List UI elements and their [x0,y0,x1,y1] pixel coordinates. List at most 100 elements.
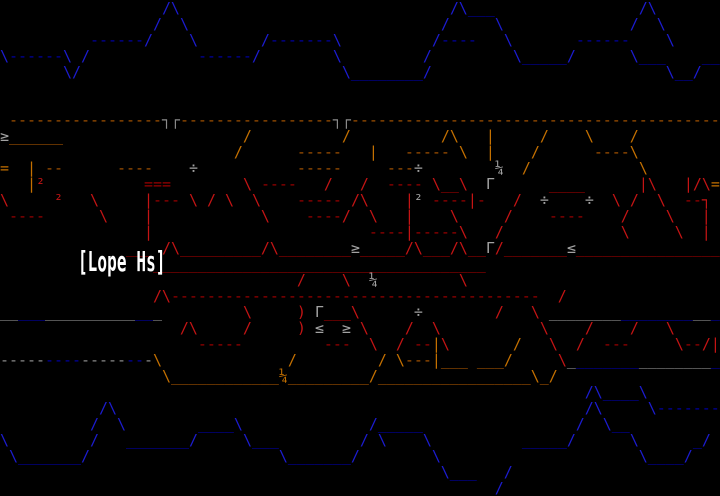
art-run-bb: \ [638,447,648,465]
art-run-rb: \ [368,207,378,225]
art-run-bb: \ [332,31,342,49]
art-run-ob: | [27,159,36,177]
art-run-gy: Γ [485,239,495,257]
art-run-rb: | [701,223,711,241]
art-run-bb: / [692,63,702,81]
art-run-bb: \ [665,31,675,49]
art-run-ob: / [341,127,351,145]
art-run-rb: \ [98,207,108,225]
art-run-rb: \ [620,223,630,241]
art-run-rd: ----------------------------------------… [170,287,540,305]
art-run-rd: ---- [260,175,297,193]
art-run-od: ----------------- [9,111,162,129]
art-run-rb: / [404,319,414,337]
art-run-rd: ___ [323,303,351,321]
art-run-bd: _______ [287,447,351,465]
art-run-bd: _____ [521,431,567,449]
art-row: \___ / [0,464,720,480]
art-run-ob: / [287,351,297,369]
art-run-rb: \ [665,319,675,337]
art-run-bb: / [89,431,99,449]
art-run-rb: \ [242,175,252,193]
art-run-rb: | [404,191,414,209]
art-run-rb: /\ [152,287,171,305]
art-run-bb: \ [0,47,9,65]
art-run-gy: ≤ [566,239,576,257]
art-run-rb: / [584,319,594,337]
art-run-gd: ________ [638,351,711,369]
art-row: \------\ / ------/ \ / \_____/ \___ __ [0,48,720,64]
art-run-rb: / [323,175,333,193]
art-run-rd: ---- [386,175,423,193]
art-row: __________________ \ ) Γ___\ ÷ / \ _____… [0,304,720,320]
art-run-rb: | [710,335,720,353]
art-run-rb: \ [260,207,270,225]
art-run-ob: / [377,351,387,369]
art-run-rd: ----- [296,191,342,209]
art-run-bb: \ [341,63,351,81]
art-run-rb: \ [449,207,459,225]
art-run-od: ---- [593,143,630,161]
art-run-bb: / [440,15,450,33]
art-run-gd: _ [566,351,576,369]
art-run-bd: ------- [269,31,333,49]
art-run-rb: \ [647,175,657,193]
art-run-bb: / [251,47,261,65]
art-row [0,96,720,112]
art-run-gd: __ [0,303,18,321]
art-run-ob: = [710,175,720,193]
art-run-rb: / [620,207,630,225]
art-run-bb: / [431,31,441,49]
art-run-rb: /\ [161,239,180,257]
art-run-rb: \ [656,191,666,209]
art-run-bb: / [80,447,90,465]
art-run-bb: \ [665,63,675,81]
art-run-rb: \ [440,335,450,353]
art-run-rb: \ [431,175,441,193]
art-run-rb: | [683,175,693,193]
art-run-bb: \ [503,31,513,49]
art-run-bd: ___ [18,303,45,321]
art-run-rb: / [701,335,711,353]
art-run-rb: / [629,191,639,209]
art-row: ---- \ | \ ----/ \ | \ / ---- / \ | [0,208,720,224]
art-run-rb: \ [359,319,369,337]
art-row: / \ / \ / \ [0,16,720,32]
art-run-rd: ________ [278,239,351,257]
art-run-bb: / [422,47,432,65]
art-run-bb: / [80,47,90,65]
art-run-od: ---- [116,159,153,177]
art-run-bb: \ [629,431,639,449]
art-run-bd: _______ [575,351,639,369]
art-run-bd: ------ [89,31,144,49]
art-run-bb: /\ [638,0,657,17]
art-run-gd: ----- [80,351,126,369]
art-run-ob: \ [161,367,171,385]
art-run-ob: \ [629,143,639,161]
art-run-bd: _______ [125,431,189,449]
art-run-rd: -- [683,335,702,353]
art-run-ob: / [530,143,540,161]
art-run-rb: / [179,319,189,337]
art-run-rd: --- [602,335,630,353]
art-run-rb: \ [89,191,99,209]
art-run-bd: _____ [377,415,423,433]
art-run-gd: _ [152,303,162,321]
art-run-od: ----------------------------------------… [350,111,720,129]
art-run-bb: / [368,415,378,433]
art-run-ob: / [503,351,513,369]
art-row: ----- --- \ / --|\ / \ / --- \--/| [0,336,720,352]
art-run-rb: / [341,207,351,225]
art-run-bb: \ [512,47,522,65]
art-run-gy: ² [413,191,423,209]
art-run-rb: \ [458,175,468,193]
art-run-bb: \ [629,47,639,65]
art-run-bb: / [359,431,369,449]
art-run-rd: ----- [197,335,243,353]
art-run-bb: / [683,447,693,465]
art-run-bd: __ [701,47,720,65]
art-row: / ----- | ----- \ | / ----\ [0,144,720,160]
art-run-rb: / [296,271,306,289]
art-run-rb: \ [224,191,234,209]
